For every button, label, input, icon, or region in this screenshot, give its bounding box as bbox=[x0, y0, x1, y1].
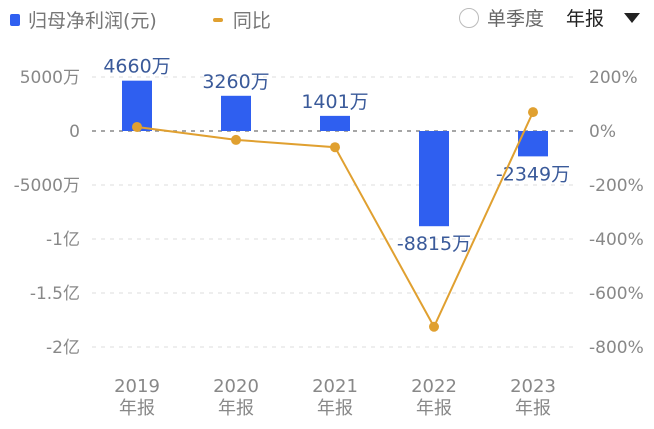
yoy-point[interactable] bbox=[231, 134, 241, 145]
x-axis-tick-type: 年报 bbox=[317, 398, 353, 419]
bar-legend-swatch bbox=[10, 13, 20, 26]
left-axis-tick: -1亿 bbox=[46, 230, 80, 250]
bar-value-label: -2349万 bbox=[496, 163, 570, 185]
x-axis-tick-year: 2023 bbox=[510, 376, 556, 397]
yoy-point[interactable] bbox=[429, 321, 439, 332]
left-axis-tick: -1.5亿 bbox=[30, 284, 80, 304]
x-axis-tick-year: 2021 bbox=[312, 376, 358, 397]
period-select[interactable]: 年报 bbox=[565, 8, 604, 30]
bar-legend-label[interactable]: 归母净利润(元) bbox=[28, 10, 157, 32]
x-axis-tick-type: 年报 bbox=[119, 398, 155, 419]
x-axis-tick-type: 年报 bbox=[416, 398, 452, 419]
x-axis-tick-type: 年报 bbox=[515, 398, 551, 419]
left-axis-tick: 0 bbox=[69, 122, 80, 142]
quarterly-radio[interactable] bbox=[458, 7, 479, 28]
right-axis-tick: -400% bbox=[589, 230, 644, 250]
x-axis-tick-type: 年报 bbox=[218, 398, 254, 419]
right-axis-tick: 0% bbox=[589, 122, 616, 142]
left-axis-tick: 5000万 bbox=[20, 68, 80, 88]
bar-value-label: 4660万 bbox=[103, 56, 170, 78]
bar[interactable] bbox=[419, 131, 449, 227]
yoy-point[interactable] bbox=[528, 107, 538, 118]
bar-value-label: 3260万 bbox=[202, 71, 269, 93]
bar-value-label: -8815万 bbox=[397, 233, 471, 255]
right-axis-tick: 200% bbox=[589, 68, 638, 88]
chart-controls: 单季度 年报 bbox=[458, 4, 640, 31]
caret-down-icon[interactable] bbox=[624, 12, 640, 23]
yoy-point[interactable] bbox=[132, 121, 142, 132]
bar-value-label: 1401万 bbox=[301, 91, 368, 113]
left-axis-tick: -2亿 bbox=[46, 338, 80, 358]
line-legend-label[interactable]: 同比 bbox=[232, 10, 271, 32]
x-axis-tick-year: 2019 bbox=[114, 376, 160, 397]
yoy-point[interactable] bbox=[330, 142, 340, 153]
right-axis-tick: -800% bbox=[589, 338, 644, 358]
quarterly-label[interactable]: 单季度 bbox=[486, 8, 544, 30]
bar[interactable] bbox=[320, 115, 350, 131]
right-axis-tick: -600% bbox=[589, 284, 644, 304]
line-legend-swatch bbox=[212, 17, 223, 22]
right-axis-tick: -200% bbox=[589, 176, 644, 196]
chart-legend: 归母净利润(元) 同比 bbox=[10, 6, 271, 33]
left-axis-tick: -5000万 bbox=[14, 176, 80, 196]
x-axis-tick-year: 2020 bbox=[213, 376, 259, 397]
bar[interactable] bbox=[221, 95, 251, 131]
x-axis-tick-year: 2022 bbox=[411, 376, 457, 397]
